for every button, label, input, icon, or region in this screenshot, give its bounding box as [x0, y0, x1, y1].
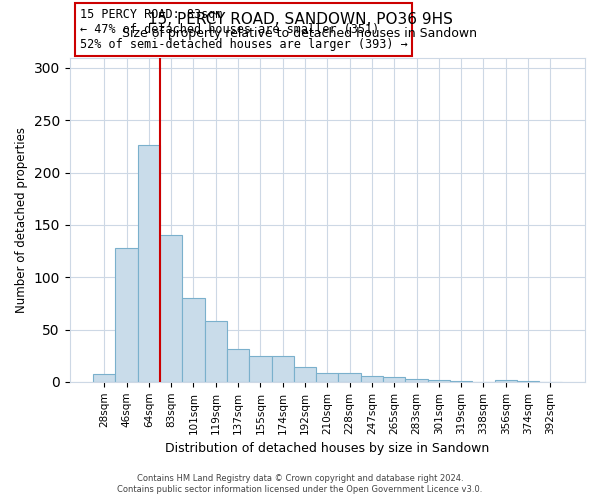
Y-axis label: Number of detached properties: Number of detached properties: [15, 126, 28, 312]
Bar: [93, 374, 115, 382]
Bar: [517, 381, 539, 382]
Bar: [406, 378, 428, 382]
Text: 15 PERCY ROAD: 83sqm
← 47% of detached houses are smaller (351)
52% of semi-deta: 15 PERCY ROAD: 83sqm ← 47% of detached h…: [80, 8, 408, 51]
X-axis label: Distribution of detached houses by size in Sandown: Distribution of detached houses by size …: [165, 442, 490, 455]
Text: Contains HM Land Registry data © Crown copyright and database right 2024.
Contai: Contains HM Land Registry data © Crown c…: [118, 474, 482, 494]
Bar: [428, 380, 450, 382]
Bar: [450, 381, 472, 382]
Bar: [182, 298, 205, 382]
Bar: [338, 374, 361, 382]
Bar: [249, 356, 272, 382]
Bar: [137, 146, 160, 382]
Bar: [294, 367, 316, 382]
Bar: [383, 376, 406, 382]
Text: Size of property relative to detached houses in Sandown: Size of property relative to detached ho…: [122, 28, 478, 40]
Bar: [205, 321, 227, 382]
Bar: [160, 236, 182, 382]
Text: 15, PERCY ROAD, SANDOWN, PO36 9HS: 15, PERCY ROAD, SANDOWN, PO36 9HS: [148, 12, 452, 26]
Bar: [361, 376, 383, 382]
Bar: [272, 356, 294, 382]
Bar: [316, 374, 338, 382]
Bar: [227, 350, 249, 382]
Bar: [115, 248, 137, 382]
Bar: [494, 380, 517, 382]
